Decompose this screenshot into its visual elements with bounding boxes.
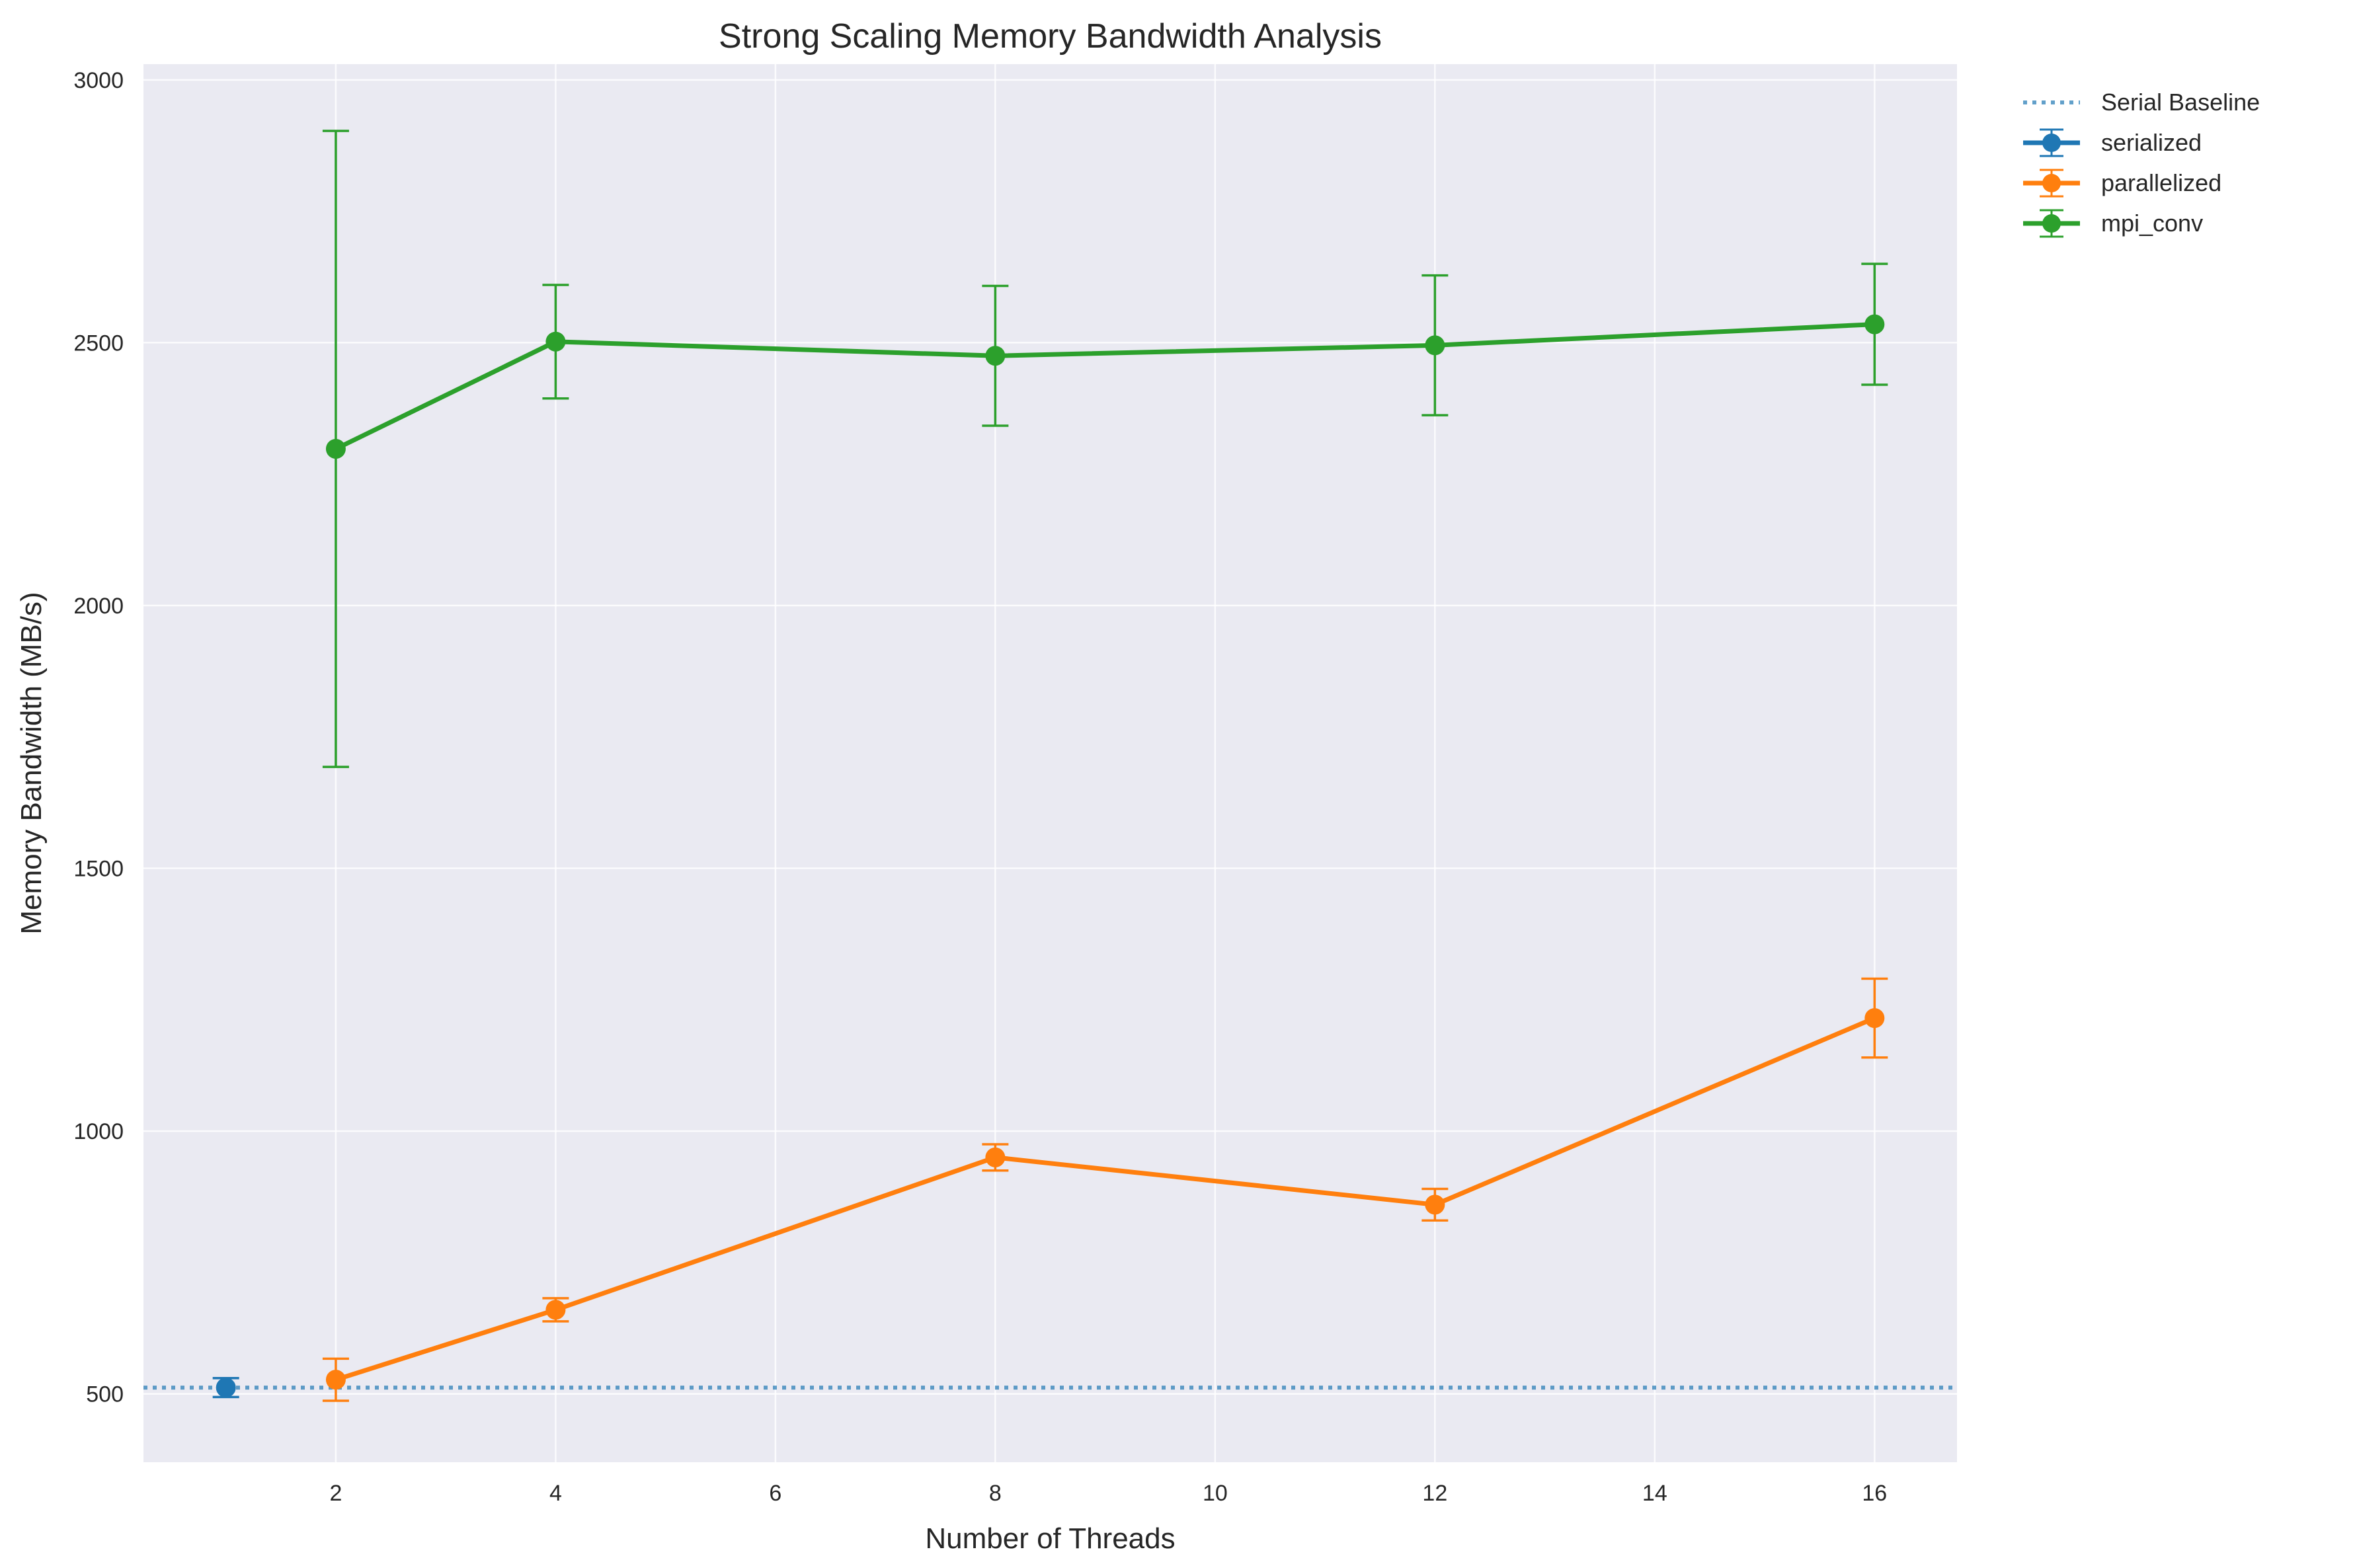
data-point [985,346,1006,366]
legend-label: mpi_conv [2101,210,2203,237]
data-point [1864,1008,1885,1029]
x-tick-label: 4 [549,1481,562,1506]
data-point [545,331,566,352]
data-point [1864,314,1885,334]
data-point [545,1300,566,1320]
data-point [325,439,346,459]
x-tick-label: 12 [1422,1481,1447,1506]
x-tick-label: 6 [769,1481,781,1506]
legend-swatch-marker [2042,134,2061,152]
legend-swatch-marker [2042,174,2061,192]
series-layer [212,130,1888,1402]
x-tick-label: 10 [1203,1481,1228,1506]
y-axis-label: Memory Bandwidth (MB/s) [15,592,48,934]
data-point [1425,335,1445,356]
x-tick-label: 16 [1862,1481,1887,1506]
series-serialized [212,1377,239,1399]
data-point [1425,1195,1445,1215]
legend-item-parallelized: parallelized [2023,169,2221,198]
y-tick-labels: 500 1000 1500 2000 2500 3000 [73,68,124,1407]
data-point [216,1378,236,1398]
legend-label: serialized [2101,129,2202,156]
legend-label: Serial Baseline [2101,89,2260,116]
series-parallelized [322,977,1888,1402]
legend-item-serialized: serialized [2023,128,2202,157]
y-tick-label: 1500 [73,857,124,882]
y-tick-label: 2500 [73,331,124,356]
x-tick-label: 2 [329,1481,342,1506]
data-point [325,1370,346,1390]
legend-swatch-marker [2042,214,2061,233]
y-tick-label: 500 [86,1382,124,1407]
x-tick-labels: 2 4 6 8 10 12 14 16 [329,1481,1887,1506]
y-tick-label: 2000 [73,594,124,619]
legend-item-mpi_conv: mpi_conv [2023,209,2203,238]
data-point [985,1147,1006,1167]
y-tick-label: 3000 [73,68,124,93]
legend: Serial Baseline serialized parallelized mpi… [2023,89,2260,238]
chart-title: Strong Scaling Memory Bandwidth Analysis [719,17,1382,56]
plot-area [143,64,1957,1462]
x-axis-label: Number of Threads [925,1522,1175,1555]
legend-item-Serial Baseline: Serial Baseline [2023,89,2260,116]
series-mpi_conv [322,130,1888,768]
x-tick-label: 8 [989,1481,1002,1506]
legend-label: parallelized [2101,169,2221,196]
y-tick-label: 1000 [73,1119,124,1144]
x-tick-label: 14 [1642,1481,1667,1506]
